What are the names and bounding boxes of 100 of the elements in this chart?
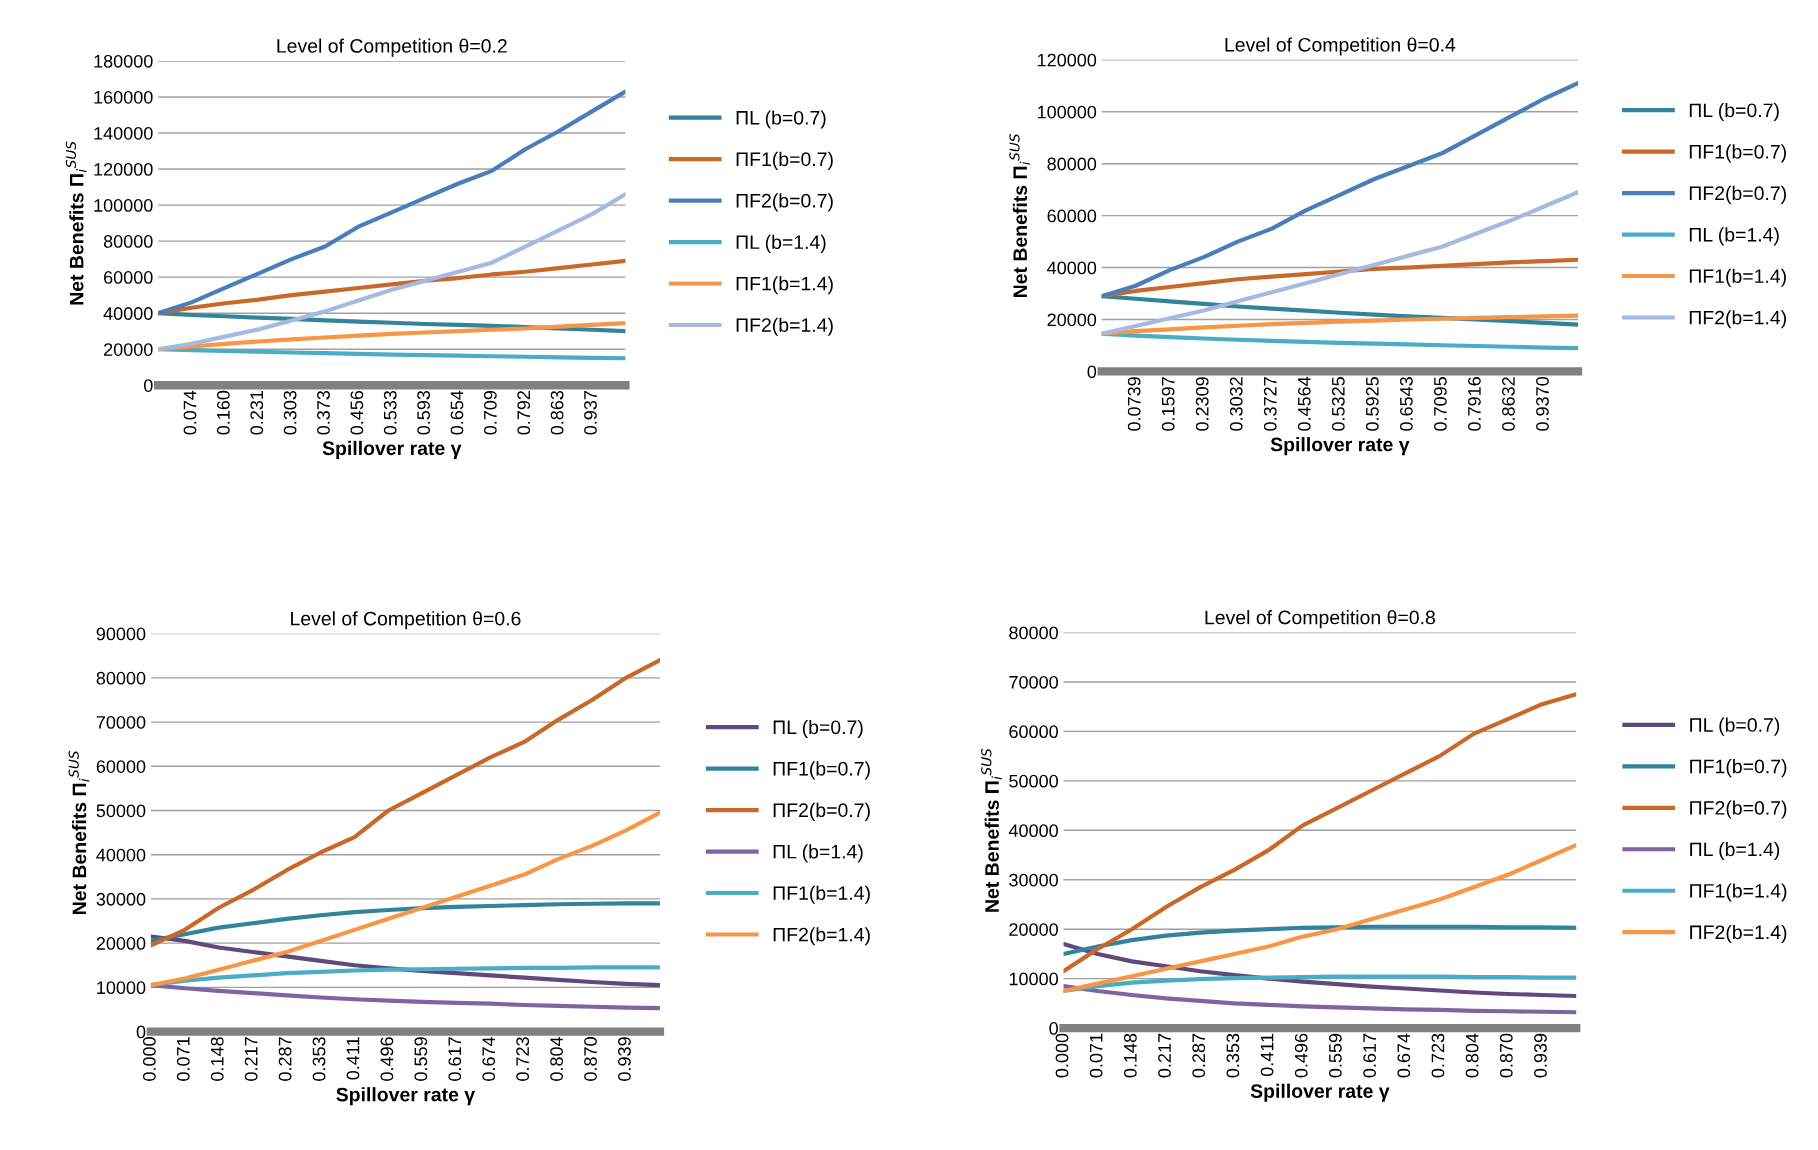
legend-label: ΠF2(b=0.7) — [1690, 800, 1787, 819]
x-tick-label: 0.3727 — [1263, 377, 1277, 431]
line-series — [1063, 983, 1577, 1015]
y-tick-label: 160000 — [94, 90, 153, 104]
y-tick-label: 40000 — [1008, 824, 1058, 838]
y-tick-label: 0 — [1087, 365, 1097, 379]
x-tick-label: 0.792 — [517, 391, 531, 435]
y-tick-label: 0 — [136, 1025, 146, 1039]
chart-title: Level of Competition θ=0.2 — [277, 38, 507, 57]
x-tick-label: 0.0739 — [1127, 377, 1141, 431]
legend-label: ΠF1(b=1.4) — [736, 276, 833, 295]
y-tick-label: 60000 — [96, 760, 146, 773]
legend-label: ΠL (b=1.4) — [1690, 841, 1780, 861]
x-tick-label: 0.6543 — [1399, 377, 1413, 431]
x-axis-title: Spillover rate γ — [1250, 1083, 1390, 1102]
y-tick-label: 100000 — [94, 199, 153, 212]
legend-label: ΠF1(b=0.7) — [1689, 144, 1786, 163]
x-tick-label: 0.617 — [1363, 1033, 1376, 1078]
y-tick-label: 180000 — [94, 54, 153, 68]
legend-label: ΠF1(b=0.7) — [773, 761, 870, 780]
y-tick-label: 80000 — [1009, 626, 1058, 640]
line-series — [158, 89, 626, 316]
x-tick-label: 0.674 — [1397, 1033, 1411, 1078]
x-tick-label: 0.939 — [618, 1037, 631, 1081]
chart-title: Level of Competition θ=0.8 — [1205, 610, 1435, 629]
chart-title: Level of Competition θ=0.4 — [1225, 37, 1456, 56]
x-tick-label: 0.937 — [584, 391, 597, 435]
x-tick-label: 0.7916 — [1468, 377, 1481, 431]
x-tick-label: 0.148 — [1123, 1033, 1137, 1078]
legend-label: ΠL (b=0.7) — [773, 719, 863, 739]
x-tick-label: 0.870 — [1499, 1033, 1513, 1078]
legend-label: ΠL (b=1.4) — [736, 234, 826, 253]
x-tick-label: 0.723 — [1431, 1033, 1445, 1078]
legend-label: ΠL (b=0.7) — [1689, 102, 1779, 122]
x-axis-title: Spillover rate γ — [322, 440, 462, 459]
y-tick-label: 0 — [143, 379, 153, 392]
legend-label: ΠL (b=1.4) — [1689, 227, 1779, 246]
x-tick-label: 0.217 — [1158, 1033, 1171, 1078]
x-tick-label: 0.160 — [216, 390, 230, 435]
y-tick-label: 30000 — [96, 892, 146, 906]
y-tick-label: 70000 — [96, 716, 146, 729]
x-tick-label: 0.5325 — [1331, 377, 1345, 431]
line-series — [1063, 692, 1577, 974]
line-series — [150, 901, 660, 944]
y-tick-label: 40000 — [103, 307, 153, 320]
y-tick-label: 20000 — [104, 343, 153, 356]
x-tick-label: 0.3032 — [1229, 377, 1243, 431]
legend-label: ΠF1(b=1.4) — [773, 885, 870, 904]
y-tick-label: 70000 — [1009, 675, 1058, 689]
x-tick-label: 0.709 — [483, 390, 497, 435]
legend-label: ΠF2(b=0.7) — [736, 193, 833, 212]
y-tick-label: 50000 — [96, 804, 146, 818]
x-tick-label: 0.674 — [482, 1036, 496, 1081]
y-tick-label: 40000 — [96, 848, 146, 862]
x-tick-label: 0.217 — [244, 1037, 258, 1081]
legend-label: ΠF2(b=0.7) — [773, 802, 870, 821]
x-tick-label: 0.8632 — [1502, 377, 1515, 431]
legend-label: ΠF2(b=1.4) — [1690, 924, 1787, 943]
y-tick-label: 100000 — [1037, 105, 1097, 119]
line-series — [1101, 190, 1579, 336]
x-tick-label: 0.939 — [1534, 1033, 1547, 1078]
y-axis-title: Net Benefits Π$_{i}$$^{SUS}$ — [1009, 133, 1031, 298]
line-series — [150, 810, 660, 988]
legend-label: ΠL (b=1.4) — [773, 844, 863, 863]
y-axis-title: Net Benefits Π$_{i}$$^{SUS}$ — [65, 141, 87, 305]
x-tick-label: 0.4564 — [1297, 376, 1311, 431]
y-tick-label: 50000 — [1009, 774, 1058, 788]
x-tick-label: 0.496 — [1294, 1033, 1308, 1078]
y-tick-label: 20000 — [96, 937, 146, 950]
y-tick-label: 90000 — [96, 627, 146, 641]
x-tick-label: 0.5925 — [1365, 377, 1379, 431]
line-series — [158, 258, 626, 316]
legend-label: ΠF2(b=1.4) — [1689, 310, 1786, 329]
line-series — [1063, 924, 1577, 957]
x-tick-label: 0.353 — [312, 1037, 326, 1081]
x-tick-label: 0.071 — [1089, 1033, 1103, 1078]
y-axis-title: Net Benefits Π$_{i}$$^{SUS}$ — [981, 748, 1002, 912]
x-axis-title: Spillover rate γ — [336, 1087, 476, 1106]
x-tick-label: 0.863 — [550, 390, 564, 435]
legend-label: ΠF2(b=1.4) — [736, 317, 833, 336]
legend-label: ΠF2(b=0.7) — [1689, 185, 1786, 204]
x-tick-label: 0.456 — [350, 390, 364, 435]
x-tick-label: 0.074 — [183, 390, 197, 435]
line-series — [1101, 313, 1579, 336]
legend-label: ΠL (b=0.7) — [736, 110, 826, 129]
x-tick-label: 0.804 — [550, 1036, 563, 1081]
x-tick-label: 0.559 — [1329, 1033, 1342, 1078]
x-tick-label: 0.411 — [1260, 1033, 1274, 1077]
x-tick-label: 0.353 — [1226, 1033, 1240, 1078]
y-tick-label: 10000 — [1009, 972, 1058, 986]
y-tick-label: 140000 — [94, 126, 153, 140]
legend-label: ΠF1(b=1.4) — [1689, 268, 1786, 287]
x-tick-label: 0.804 — [1465, 1033, 1479, 1078]
x-tick-label: 0.2309 — [1195, 377, 1209, 431]
legend-label: ΠF1(b=1.4) — [1690, 883, 1787, 902]
chart-title: Level of Competition θ=0.6 — [291, 611, 521, 630]
legend-label: ΠF1(b=0.7) — [1690, 759, 1787, 778]
y-tick-label: 60000 — [104, 271, 153, 284]
x-tick-label: 0.9370 — [1536, 377, 1549, 431]
x-tick-label: 0.593 — [417, 390, 430, 435]
